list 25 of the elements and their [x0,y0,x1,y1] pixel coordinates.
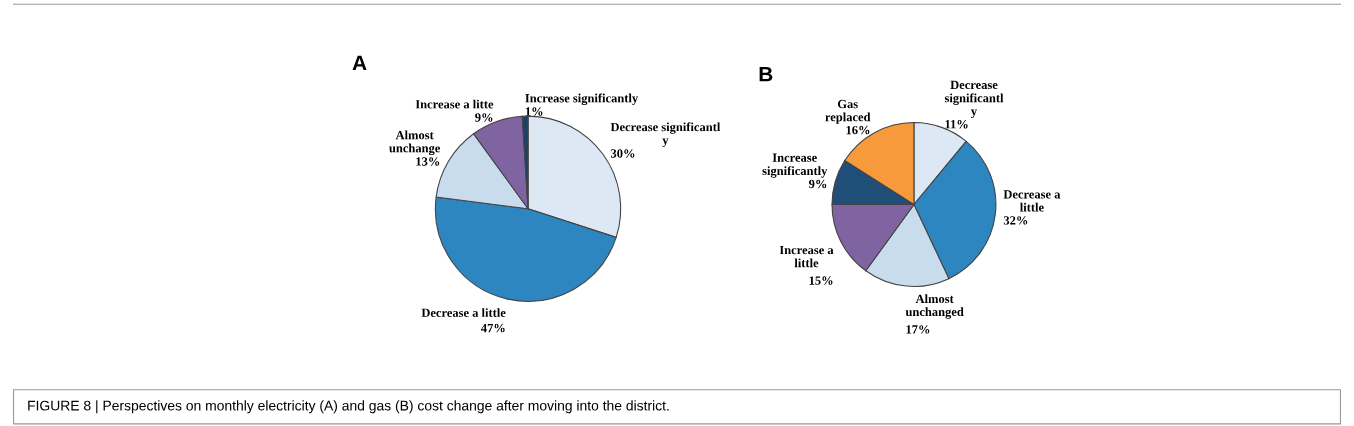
data-label: 9% [475,113,493,122]
slice-label: Decrease a little [421,308,506,317]
data-label: 11% [945,120,968,129]
data-label: 13% [416,157,440,166]
chart-title: B [759,66,773,82]
slice-label: Decrease significantl y [944,80,1004,119]
slice-label: Increase significantly [762,153,828,178]
data-label: 47% [481,323,505,333]
slice-label: Decrease significantl y [610,122,721,147]
chart-title: A [352,55,367,71]
slice-label: Gas replaced [825,99,871,124]
slice-label: Almost unchanged [905,294,964,319]
data-label: 15% [809,276,833,285]
slice-label: Increase a little [779,245,834,268]
slice-label: Decrease a little [1003,190,1061,212]
slice-label: Increase significantly [525,93,639,106]
data-label: 16% [846,125,870,135]
data-label: 17% [906,325,930,334]
data-label: 30% [610,149,635,158]
caption: FIGURE 8 | Perspectives on monthly electricity (A) and gas (B) cost change after moving into the district. [28,400,669,414]
data-label: 9% [808,179,827,189]
data-label: 1% [525,107,543,116]
slice-label: Increase a litte [415,99,494,109]
data-label: 32% [1003,216,1028,225]
slice-label: Almost unchange [389,130,441,156]
